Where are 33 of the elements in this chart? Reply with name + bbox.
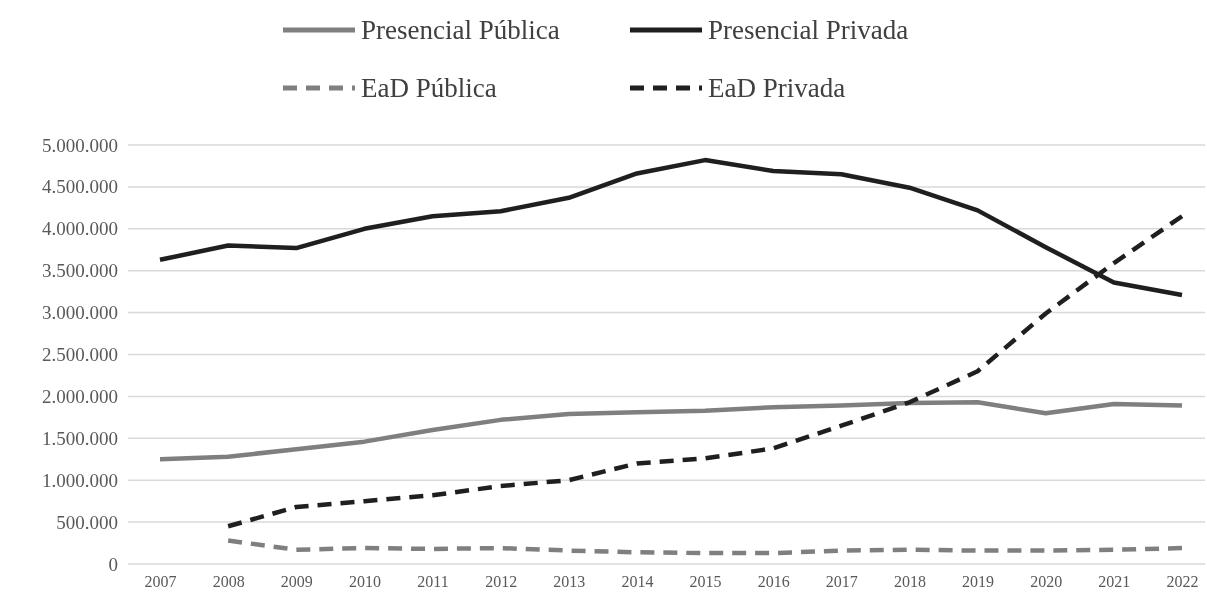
x-tick-label: 2010 bbox=[348, 573, 381, 591]
x-tick-label: 2021 bbox=[1098, 573, 1131, 591]
x-tick-label: 2009 bbox=[280, 573, 313, 591]
y-tick-label: 2.000.000 bbox=[42, 385, 118, 407]
y-tick-label: 500.000 bbox=[56, 511, 118, 533]
x-tick-label: 2016 bbox=[757, 573, 790, 591]
x-tick-label: 2011 bbox=[417, 573, 449, 591]
x-tick-label: 2015 bbox=[689, 573, 722, 591]
x-tick-label: 2008 bbox=[212, 573, 245, 591]
y-tick-label: 0 bbox=[108, 553, 118, 575]
legend-label: EaD Privada bbox=[708, 73, 846, 104]
line-series bbox=[157, 400, 1185, 462]
y-tick-label: 4.500.000 bbox=[42, 176, 118, 198]
y-tick-label: 1.500.000 bbox=[42, 427, 118, 449]
x-tick-label: 2018 bbox=[893, 573, 926, 591]
legend-label: Presencial Pública bbox=[361, 15, 560, 46]
x-tick-label: 2014 bbox=[621, 573, 654, 591]
y-tick-label: 3.500.000 bbox=[42, 260, 118, 282]
x-tick-label: 2013 bbox=[553, 573, 586, 591]
x-tick-label: 2007 bbox=[144, 573, 177, 591]
y-tick-label: 1.000.000 bbox=[42, 469, 118, 491]
line-series bbox=[225, 538, 1185, 556]
x-tick-label: 2020 bbox=[1030, 573, 1063, 591]
y-tick-label: 2.500.000 bbox=[42, 344, 118, 366]
legend-label: EaD Pública bbox=[361, 73, 497, 104]
x-tick-label: 2012 bbox=[485, 573, 518, 591]
legend-label: Presencial Privada bbox=[708, 15, 909, 46]
x-tick-label: 2017 bbox=[825, 573, 858, 591]
y-tick-label: 3.000.000 bbox=[42, 302, 118, 324]
y-tick-label: 5.000.000 bbox=[42, 134, 118, 156]
x-tick-label: 2019 bbox=[962, 573, 995, 591]
y-tick-label: 4.000.000 bbox=[42, 218, 118, 240]
x-tick-label: 2022 bbox=[1166, 573, 1199, 591]
